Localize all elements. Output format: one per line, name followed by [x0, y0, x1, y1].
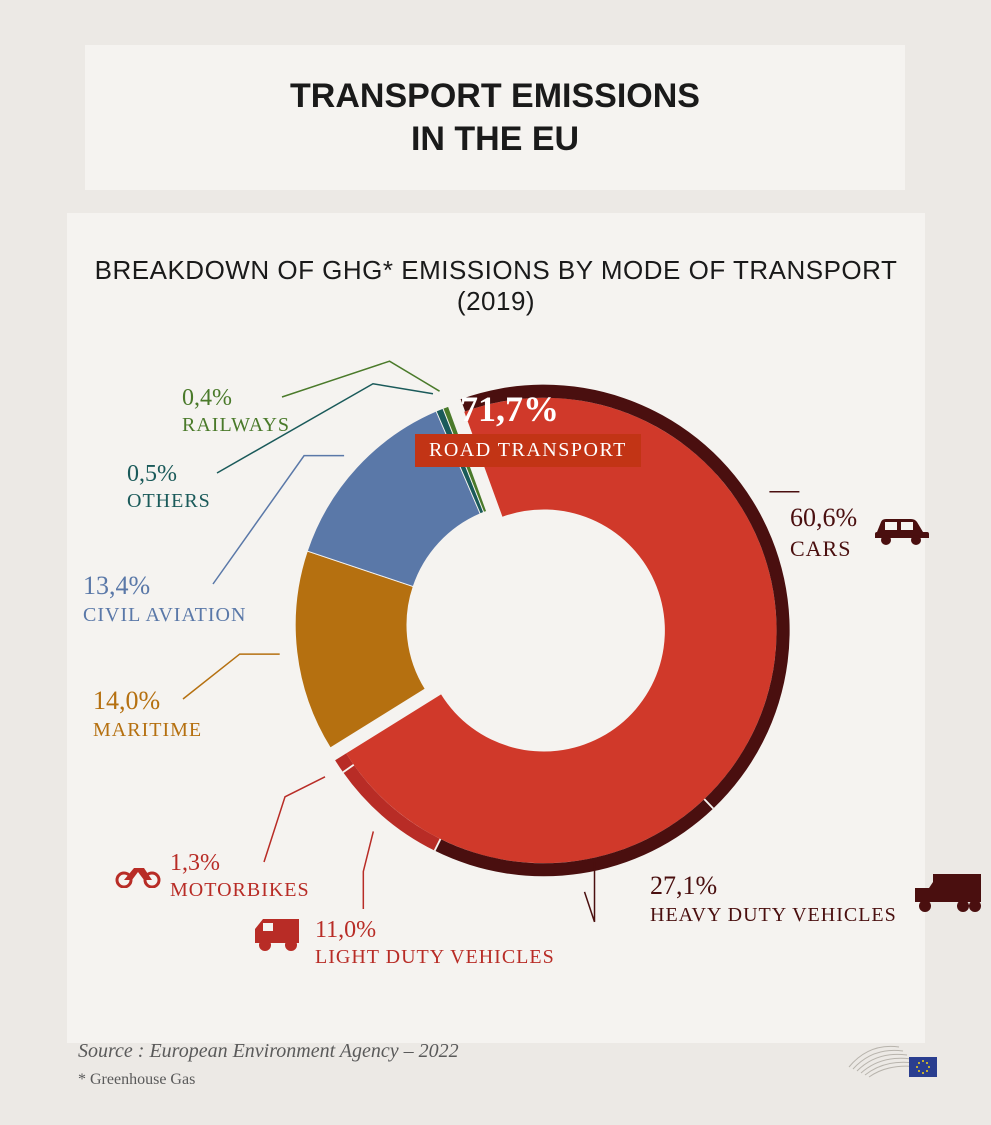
source-text: Source : European Environment Agency – 2… [78, 1040, 459, 1063]
motorbike-icon [114, 858, 162, 894]
road-transport-pct: 71,7% [460, 388, 559, 430]
road-transport-badge: ROAD TRANSPORT [415, 434, 641, 467]
eu-parliament-logo [839, 1025, 939, 1081]
railways-pct: 0,4% [182, 383, 290, 413]
cars-pct: 60,6% [790, 502, 857, 535]
truck-icon [911, 870, 985, 920]
heavy-duty-label: 27,1% HEAVY DUTY VEHICLES [650, 870, 985, 928]
others-name: OTHERS [127, 489, 211, 514]
motorbikes-label: 1,3% MOTORBIKES [114, 848, 310, 903]
subtitle: BREAKDOWN OF GHG* EMISSIONS BY MODE OF T… [67, 255, 925, 317]
maritime-pct: 14,0% [93, 685, 202, 718]
light-duty-label: 11,0% LIGHT DUTY VEHICLES [251, 915, 555, 970]
footnote-text: * Greenhouse Gas [78, 1071, 195, 1089]
aviation-label: 13,4% CIVIL AVIATION [83, 570, 246, 628]
heavy-duty-name: HEAVY DUTY VEHICLES [650, 903, 897, 928]
main-title: TRANSPORT EMISSIONSIN THE EU [290, 75, 700, 160]
railways-name: RAILWAYS [182, 413, 290, 438]
motorbikes-pct: 1,3% [170, 848, 310, 878]
maritime-label: 14,0% MARITIME [93, 685, 202, 743]
maritime-name: MARITIME [93, 718, 202, 743]
aviation-pct: 13,4% [83, 570, 246, 603]
cars-name: CARS [790, 535, 857, 563]
others-pct: 0,5% [127, 459, 211, 489]
motorbikes-name: MOTORBIKES [170, 878, 310, 903]
light-duty-name: LIGHT DUTY VEHICLES [315, 945, 555, 970]
light-duty-pct: 11,0% [315, 915, 555, 945]
title-box: TRANSPORT EMISSIONSIN THE EU [85, 45, 905, 190]
railways-label: 0,4% RAILWAYS [182, 383, 290, 438]
car-icon [871, 512, 931, 552]
heavy-duty-pct: 27,1% [650, 870, 897, 903]
cars-label: 60,6% CARS [790, 502, 931, 562]
van-icon [251, 915, 305, 959]
others-label: 0,5% OTHERS [127, 459, 211, 514]
title-line1: TRANSPORT EMISSIONSIN THE EU [290, 77, 700, 158]
aviation-name: CIVIL AVIATION [83, 603, 246, 628]
